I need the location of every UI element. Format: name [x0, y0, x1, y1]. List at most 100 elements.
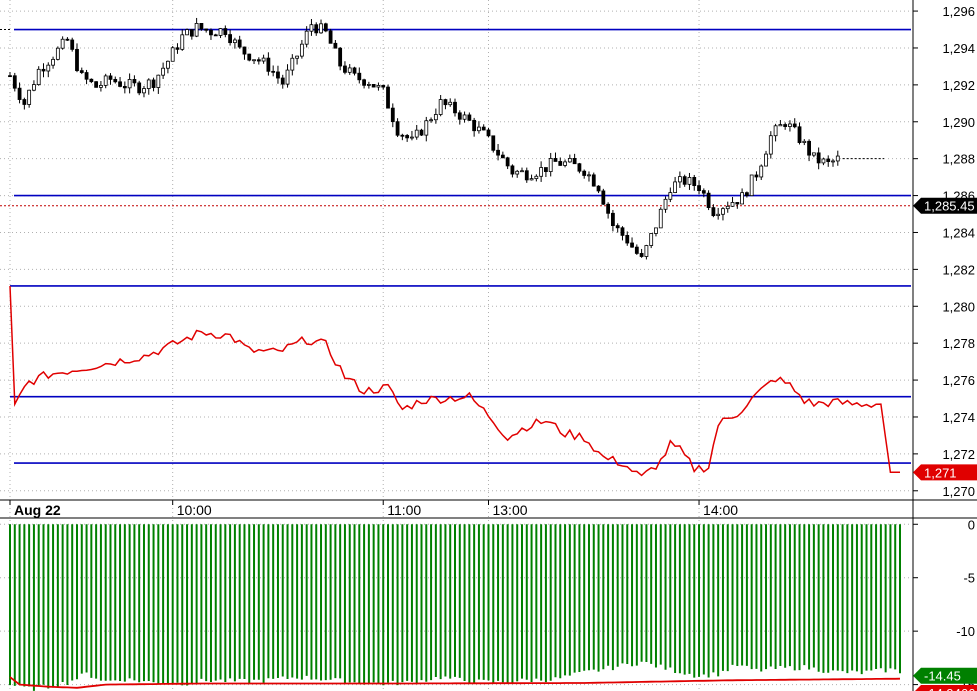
- candle-body: [433, 114, 438, 121]
- candle-body: [132, 79, 137, 84]
- price-tick-label: 1,278: [942, 336, 975, 351]
- candle-body: [79, 70, 84, 73]
- candle-body: [615, 225, 620, 229]
- price-tick-label: 1,270: [942, 484, 975, 499]
- candle-body: [778, 124, 783, 127]
- candle-body: [515, 170, 520, 175]
- candle-body: [524, 170, 529, 181]
- candle-body: [481, 126, 486, 131]
- time-axis: Aug 22 10:00 11:00 13:00 14:00: [9, 500, 738, 518]
- candle-body: [94, 81, 99, 88]
- price-tick-label: 1,290: [942, 115, 975, 130]
- candle-body: [797, 126, 802, 143]
- price-tick-label: 1,276: [942, 373, 975, 388]
- candle-body: [620, 227, 625, 236]
- candle-body: [156, 74, 161, 88]
- candle-body: [754, 174, 759, 178]
- candle-body: [668, 192, 673, 200]
- candle-body: [625, 234, 630, 244]
- candle-body: [701, 190, 706, 194]
- candle-body: [410, 136, 414, 139]
- candle-body: [663, 198, 668, 210]
- candle-body: [424, 120, 429, 136]
- candle-body: [304, 30, 309, 45]
- candle-body: [381, 85, 386, 88]
- candle-body: [189, 29, 194, 37]
- candle-body: [247, 53, 252, 61]
- candle-body: [811, 152, 816, 156]
- candle-body: [654, 227, 658, 234]
- candle-body: [89, 78, 94, 83]
- indicator-panel: [9, 524, 901, 691]
- candle-body: [328, 30, 333, 44]
- candle-body: [8, 75, 12, 78]
- candle-body: [99, 84, 103, 88]
- candle-body: [544, 167, 548, 172]
- candle-body: [151, 79, 156, 88]
- candle-body: [443, 99, 448, 106]
- candle-body: [725, 205, 730, 210]
- candle-body: [386, 86, 390, 109]
- candle-body: [228, 34, 233, 44]
- candle-body: [711, 207, 716, 217]
- candle-body: [558, 161, 563, 166]
- candle-body: [175, 47, 180, 50]
- candle-body: [749, 174, 754, 197]
- price-tick-label: 1,274: [942, 410, 975, 425]
- candle-body: [821, 158, 826, 164]
- candle-body: [730, 202, 735, 207]
- time-label: Aug 22: [14, 502, 61, 518]
- time-label: 14:00: [703, 502, 738, 518]
- candle-body: [831, 160, 835, 163]
- candle-body: [634, 246, 639, 254]
- candle-body: [271, 70, 276, 73]
- price-tick-label: 1,292: [942, 78, 975, 93]
- candle-body: [376, 85, 381, 88]
- candle-body: [199, 23, 204, 30]
- candle-body: [161, 67, 166, 76]
- candle-body: [371, 84, 376, 88]
- candle-body: [252, 59, 256, 62]
- candle-body: [472, 119, 477, 132]
- candle-body: [563, 161, 567, 166]
- indicator-tick-label: -10: [956, 624, 975, 639]
- candle-body: [185, 29, 189, 36]
- candle-body: [429, 119, 433, 122]
- time-label: 11:00: [387, 502, 421, 518]
- candle-body: [419, 129, 424, 136]
- candle-body: [639, 253, 644, 257]
- candle-body: [309, 24, 314, 32]
- candle-body: [390, 107, 395, 123]
- price-panel: [0, 17, 911, 477]
- candle-body: [242, 46, 247, 55]
- candle-body: [27, 89, 32, 105]
- candle-body: [773, 125, 778, 137]
- candle-body: [630, 242, 634, 248]
- candle-body: [740, 192, 744, 205]
- candle-body: [17, 87, 22, 100]
- candle-body: [591, 174, 596, 187]
- candle-body: [108, 75, 113, 80]
- candle-body: [362, 79, 366, 86]
- candle-body: [649, 233, 654, 246]
- current-price-tag-bg: [913, 197, 977, 214]
- candle-body: [835, 155, 840, 162]
- candle-body: [60, 38, 65, 49]
- candle-body: [567, 158, 572, 163]
- candle-body: [807, 140, 811, 156]
- candle-body: [457, 112, 462, 120]
- candle-body: [314, 24, 319, 34]
- candle-body: [22, 99, 27, 105]
- candle-body: [366, 84, 371, 86]
- candle-body: [453, 101, 457, 114]
- candle-body: [280, 77, 285, 85]
- time-label: 10:00: [177, 502, 212, 518]
- candle-body: [146, 79, 151, 89]
- candle-body: [256, 59, 261, 62]
- candle-body: [548, 158, 553, 172]
- candle-body: [500, 154, 505, 159]
- candle-body: [338, 47, 343, 67]
- candle-body: [677, 176, 682, 183]
- candle-body: [467, 114, 472, 121]
